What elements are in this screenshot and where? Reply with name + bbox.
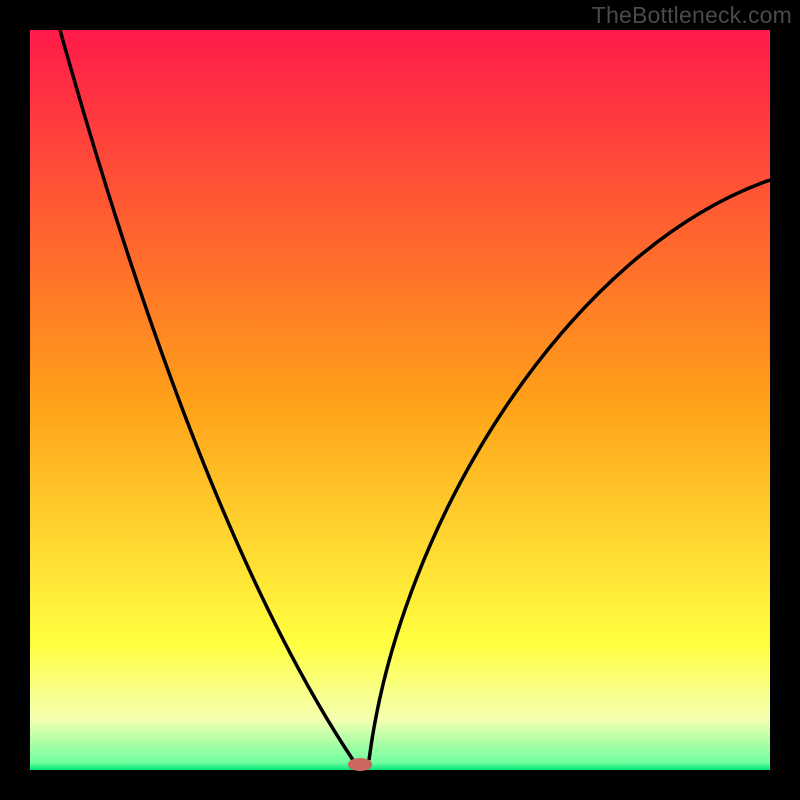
bottleneck-marker	[348, 758, 372, 771]
chart-plot-area	[30, 30, 770, 770]
watermark-text: TheBottleneck.com	[592, 2, 792, 29]
